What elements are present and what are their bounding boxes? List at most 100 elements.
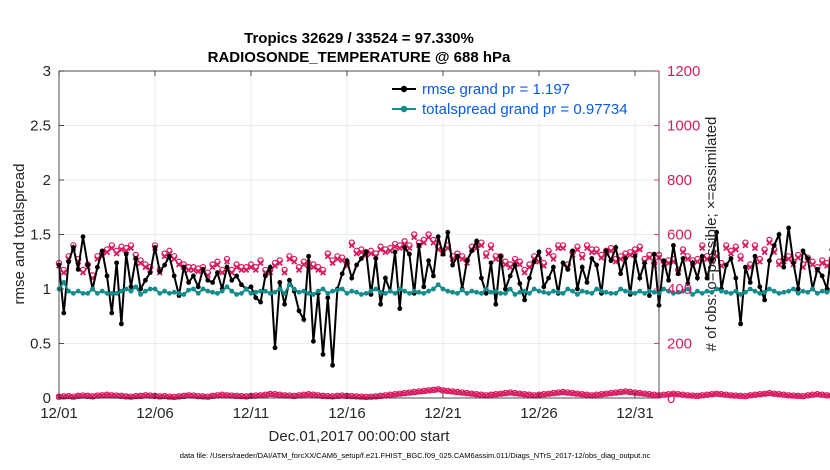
- rmse-point: [551, 264, 556, 270]
- obs-assimilated-point: [699, 245, 706, 252]
- rmse-point: [488, 260, 494, 266]
- rmse-point: [723, 262, 729, 268]
- rmse-point: [210, 280, 216, 285]
- rmse-point: [114, 260, 119, 266]
- y-axis-label-left: rmse and totalspread: [11, 164, 28, 305]
- obs-assimilated-point: [646, 391, 653, 398]
- spread-point: [771, 288, 777, 294]
- rmse-point: [584, 280, 590, 285]
- spread-point: [143, 288, 148, 294]
- spread-point: [363, 290, 369, 296]
- spread-point: [186, 287, 192, 293]
- obs-assimilated-point: [463, 390, 471, 397]
- spread-point: [483, 286, 489, 292]
- plot-area: [55, 225, 830, 401]
- obs-assimilated-point: [439, 387, 447, 394]
- obs-assimilated-point: [497, 390, 504, 397]
- spread-point: [651, 289, 657, 295]
- obs-assimilated-point: [516, 390, 523, 397]
- rmse-point: [757, 284, 763, 290]
- rmse-point: [493, 301, 499, 307]
- spread-point: [459, 287, 465, 293]
- spread-point: [421, 290, 427, 296]
- spread-point: [637, 288, 643, 294]
- obs-assimilated-point: [588, 249, 595, 256]
- rmse-point: [421, 284, 427, 290]
- rmse-point: [363, 249, 369, 255]
- obs-assimilated-point: [627, 251, 634, 258]
- spread-point: [243, 286, 249, 292]
- spread-point: [61, 280, 67, 285]
- obs-assimilated-point: [564, 389, 571, 396]
- rmse-point: [479, 275, 484, 281]
- obs-assimilated-point: [209, 264, 216, 271]
- obs-assimilated-point: [521, 391, 528, 398]
- rmse-point: [157, 269, 163, 274]
- spread-point: [536, 288, 542, 294]
- obs-assimilated-point: [646, 254, 653, 261]
- spread-point: [570, 288, 575, 294]
- obs-assimilated-point: [257, 392, 264, 399]
- spread-point: [263, 288, 268, 294]
- obs-assimilated-point: [516, 261, 523, 268]
- rmse-point: [349, 275, 355, 281]
- obs-assimilated-point: [204, 393, 211, 400]
- obs-assimilated-point: [612, 389, 619, 396]
- rmse-point: [200, 266, 206, 272]
- spread-point: [709, 289, 715, 295]
- rmse-point: [95, 264, 100, 270]
- spread-point: [594, 286, 599, 292]
- x-tick-label: 12/01: [40, 405, 78, 422]
- y-tick-label-right: 200: [667, 336, 692, 353]
- obs-assimilated-point: [684, 255, 691, 263]
- rmse-point: [699, 253, 705, 259]
- obs-assimilated-point: [679, 391, 687, 399]
- obs-assimilated-point: [310, 391, 317, 399]
- obs-assimilated-point: [99, 392, 106, 399]
- obs-assimilated-point: [766, 390, 773, 397]
- rmse-point: [267, 264, 273, 270]
- rmse-point: [248, 284, 254, 290]
- obs-assimilated-point: [60, 269, 67, 276]
- obs-assimilated-point: [679, 249, 687, 256]
- spread-point: [75, 288, 81, 294]
- obs-assimilated-point: [195, 268, 202, 275]
- obs-assimilated-point: [545, 390, 552, 397]
- rmse-point: [704, 275, 710, 281]
- rmse-point: [661, 258, 667, 264]
- obs-assimilated-point: [257, 260, 264, 267]
- obs-assimilated-point: [300, 261, 307, 268]
- rmse-point: [138, 286, 144, 292]
- obs-assimilated-point: [276, 260, 283, 267]
- spread-point: [95, 290, 100, 296]
- rmse-point: [229, 277, 235, 283]
- rmse-point: [354, 262, 359, 268]
- obs-assimilated-point: [761, 390, 768, 397]
- rmse-point: [728, 256, 734, 261]
- rmse-point: [709, 257, 715, 262]
- y-tick-label-right: 1200: [667, 63, 700, 80]
- spread-point: [383, 290, 388, 296]
- y-tick-label-left: 0.5: [30, 336, 51, 353]
- obs-assimilated-point: [185, 266, 192, 273]
- x-tick-label: 12/31: [616, 405, 654, 422]
- rmse-point: [800, 248, 806, 254]
- obs-assimilated-point: [804, 392, 811, 399]
- rmse-point: [512, 262, 518, 268]
- obs-assimilated-point: [396, 390, 403, 397]
- obs-assimilated-point: [387, 391, 394, 399]
- obs-assimilated-point: [358, 393, 365, 400]
- y-tick-label-right: 600: [667, 227, 692, 244]
- obs-assimilated-point: [502, 390, 509, 397]
- obs-assimilated-point: [598, 254, 605, 261]
- obs-assimilated-point: [103, 249, 111, 256]
- rmse-point: [378, 301, 383, 307]
- spread-point: [527, 290, 532, 296]
- rmse-point: [464, 258, 470, 264]
- obs-assimilated-point: [785, 392, 792, 399]
- rmse-point: [570, 248, 575, 254]
- obs-assimilated-point: [238, 266, 245, 273]
- spread-point: [627, 289, 633, 295]
- spread-point: [267, 290, 273, 296]
- obs-assimilated-point: [559, 245, 567, 252]
